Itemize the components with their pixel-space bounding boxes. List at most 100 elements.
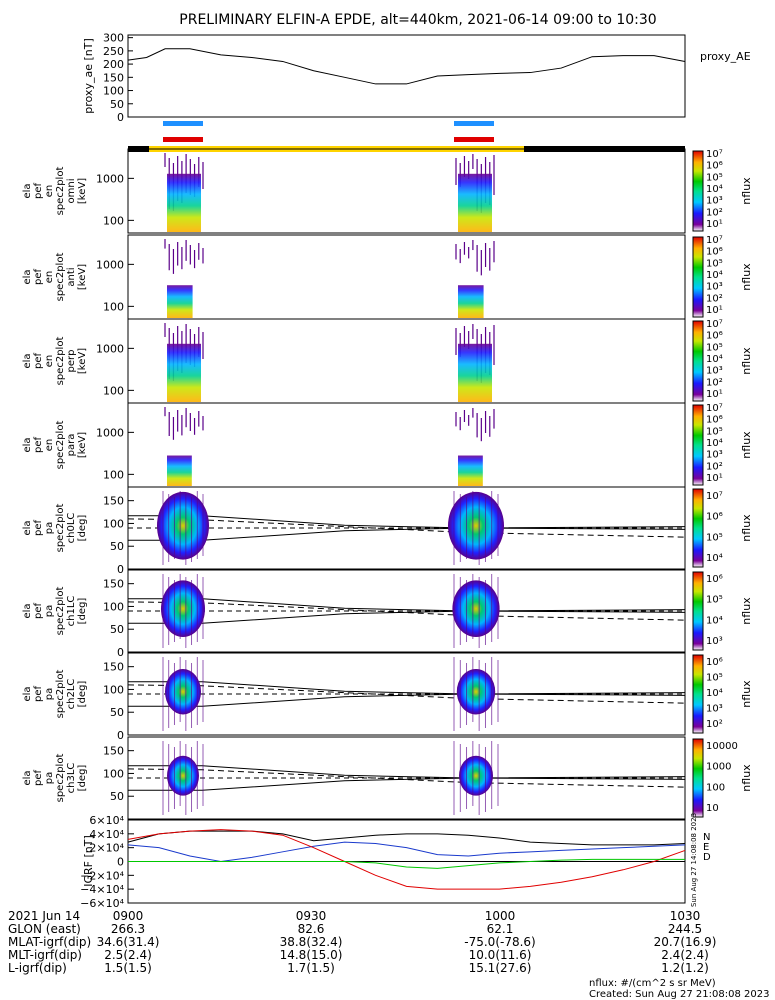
- pa-y-label-line: pa: [44, 772, 55, 784]
- pa-flux-blob: [456, 668, 496, 715]
- pa-tick-label: 150: [103, 661, 124, 674]
- pa-flux-blob: [157, 491, 209, 560]
- ae-tick-label: 150: [103, 71, 124, 84]
- pa-tick-label: 50: [110, 790, 124, 803]
- ae-tick-label: 300: [103, 32, 124, 45]
- ephem-row-label: GLON (east): [8, 922, 81, 936]
- spec-y-label-line: omni: [66, 179, 77, 204]
- spec-colorbar-tick: 10³: [706, 196, 723, 207]
- pa-colorbar-label: nflux: [740, 514, 753, 542]
- flux-block: [167, 285, 193, 318]
- pa-flux-blob: [161, 580, 205, 638]
- ephem-value: 34.6(31.4): [97, 935, 160, 949]
- created-note: Created: Sun Aug 27 21:08:08 2023: [589, 989, 769, 1000]
- spec-y-label-line: anti: [66, 267, 77, 286]
- spec-colorbar: [692, 150, 704, 232]
- ephem-value: 15.1(27.6): [469, 961, 532, 975]
- pa-colorbar: [692, 738, 704, 818]
- pa-tick-label: 0: [117, 729, 124, 742]
- pa-flux-blob: [459, 755, 493, 796]
- pa-y-label-line: spec2plot: [55, 754, 66, 803]
- pa-colorbar-tick: 10⁵: [706, 673, 723, 684]
- ephem-value: 14.8(15.0): [280, 948, 343, 962]
- ae-tick-label: 250: [103, 45, 124, 58]
- pa-colorbar: [692, 571, 704, 651]
- spec-y-label-line: ela: [22, 183, 33, 198]
- pa-colorbar-tick: 10⁶: [706, 512, 723, 523]
- spec-tick-label: 1000: [96, 342, 124, 355]
- pa-y-label-line: [deg]: [77, 765, 88, 792]
- pa-tick-label: 150: [103, 495, 124, 508]
- spec-colorbar-tick: 10⁷: [706, 235, 723, 246]
- spec-colorbar-tick: 10⁶: [706, 247, 723, 258]
- pitch-angle-panel-1: 150 100 50 0 ela pef pa spec2plot ch0LC [deg] 10⁷ 1…: [22, 486, 753, 576]
- ae-tick-label: 100: [103, 85, 124, 98]
- ephem-value: 82.6: [298, 922, 325, 936]
- spec-y-label-line: spec2plot: [55, 253, 66, 302]
- pa-tick-label: 0: [117, 646, 124, 659]
- spec-tick-label: 100: [103, 300, 124, 313]
- ephem-value: 266.3: [111, 922, 145, 936]
- spec-colorbar-tick: 10²: [706, 207, 723, 218]
- igrf-created-vertical: Sun Aug 27 14:08:08 2023: [690, 813, 698, 907]
- ephemeris-table: 2021 Jun 14 0900 0930 1000 1030 GLON (east) 26…: [8, 909, 716, 975]
- ephem-value: 1.2(1.2): [661, 961, 709, 975]
- igrf-series-D: [127, 829, 686, 890]
- spec-y-label-line: spec2plot: [55, 337, 66, 386]
- pitch-angle-panel-4: 150 100 50 ela pef pa spec2plot ch3LC [deg] 10000…: [22, 736, 753, 820]
- pitch-angle-panel-3: 150 100 50 0 ela pef pa spec2plot ch2LC [deg] 10⁶ 1…: [22, 652, 753, 742]
- spec-colorbar-tick: 10¹: [706, 305, 723, 316]
- spec-colorbar-tick: 10⁶: [706, 415, 723, 426]
- pa-tick-label: 100: [103, 767, 124, 780]
- pa-colorbar-tick: 10⁴: [706, 615, 723, 626]
- pa-colorbar-tick: 10⁴: [706, 553, 723, 564]
- spec-tick-label: 100: [103, 384, 124, 397]
- pa-colorbar-tick: 10⁵: [706, 532, 723, 543]
- pa-colorbar-label: nflux: [740, 764, 753, 792]
- ephem-row-label: 2021 Jun 14: [8, 909, 80, 923]
- spec-colorbar-tick: 10⁵: [706, 426, 723, 437]
- blue-indicator-1: [163, 121, 203, 126]
- ae-tick-label: 0: [117, 111, 124, 124]
- igrf-tick-label: −4×10⁴: [80, 883, 124, 896]
- pa-colorbar-label: nflux: [740, 597, 753, 625]
- flux-units-note: nflux: #/(cm^2 s sr MeV): [589, 978, 716, 989]
- spec-y-label-line: pef: [33, 269, 44, 286]
- igrf-tick-label: 0: [117, 856, 124, 869]
- ae-tick-label: 200: [103, 58, 124, 71]
- pa-y-label-line: pef: [33, 770, 44, 787]
- igrf-tick-label: 6×10⁴: [89, 814, 124, 827]
- ephem-row-label: MLAT-igrf(dip): [8, 935, 91, 949]
- spec-colorbar-tick: 10⁴: [706, 184, 723, 195]
- pa-y-label-line: pa: [44, 605, 55, 617]
- pa-y-label-line: spec2plot: [55, 670, 66, 719]
- spec-y-label-line: [keV]: [77, 432, 88, 458]
- spec-colorbar-tick: 10⁴: [706, 270, 723, 281]
- ephem-value: -75.0(-78.6): [464, 935, 535, 949]
- region-indicator-bars: [128, 121, 685, 152]
- pa-y-label-line: [deg]: [77, 681, 88, 708]
- pa-y-label-line: pef: [33, 520, 44, 537]
- spec-colorbar-tick: 10¹: [706, 389, 723, 400]
- ephem-value: 1000: [485, 909, 516, 923]
- spec-colorbar-label: nflux: [740, 431, 753, 459]
- pa-colorbar-label: nflux: [740, 680, 753, 708]
- pa-y-label-line: [deg]: [77, 598, 88, 625]
- ae-legend-label: proxy_AE: [700, 50, 751, 63]
- flux-block: [458, 285, 484, 318]
- ephem-value: 1.7(1.5): [287, 961, 335, 975]
- spec-colorbar-label: nflux: [740, 263, 753, 291]
- igrf-series-N: [127, 830, 686, 846]
- ephem-row-label: L-igrf(dip): [8, 961, 67, 975]
- spec-y-label-line: [keV]: [77, 178, 88, 204]
- spec-y-label-line: ela: [22, 437, 33, 452]
- flux-block: [167, 343, 201, 402]
- spec-colorbar-tick: 10⁵: [706, 342, 723, 353]
- pa-y-label-line: ela: [22, 520, 33, 535]
- pa-y-label-line: ch0LC: [66, 513, 77, 544]
